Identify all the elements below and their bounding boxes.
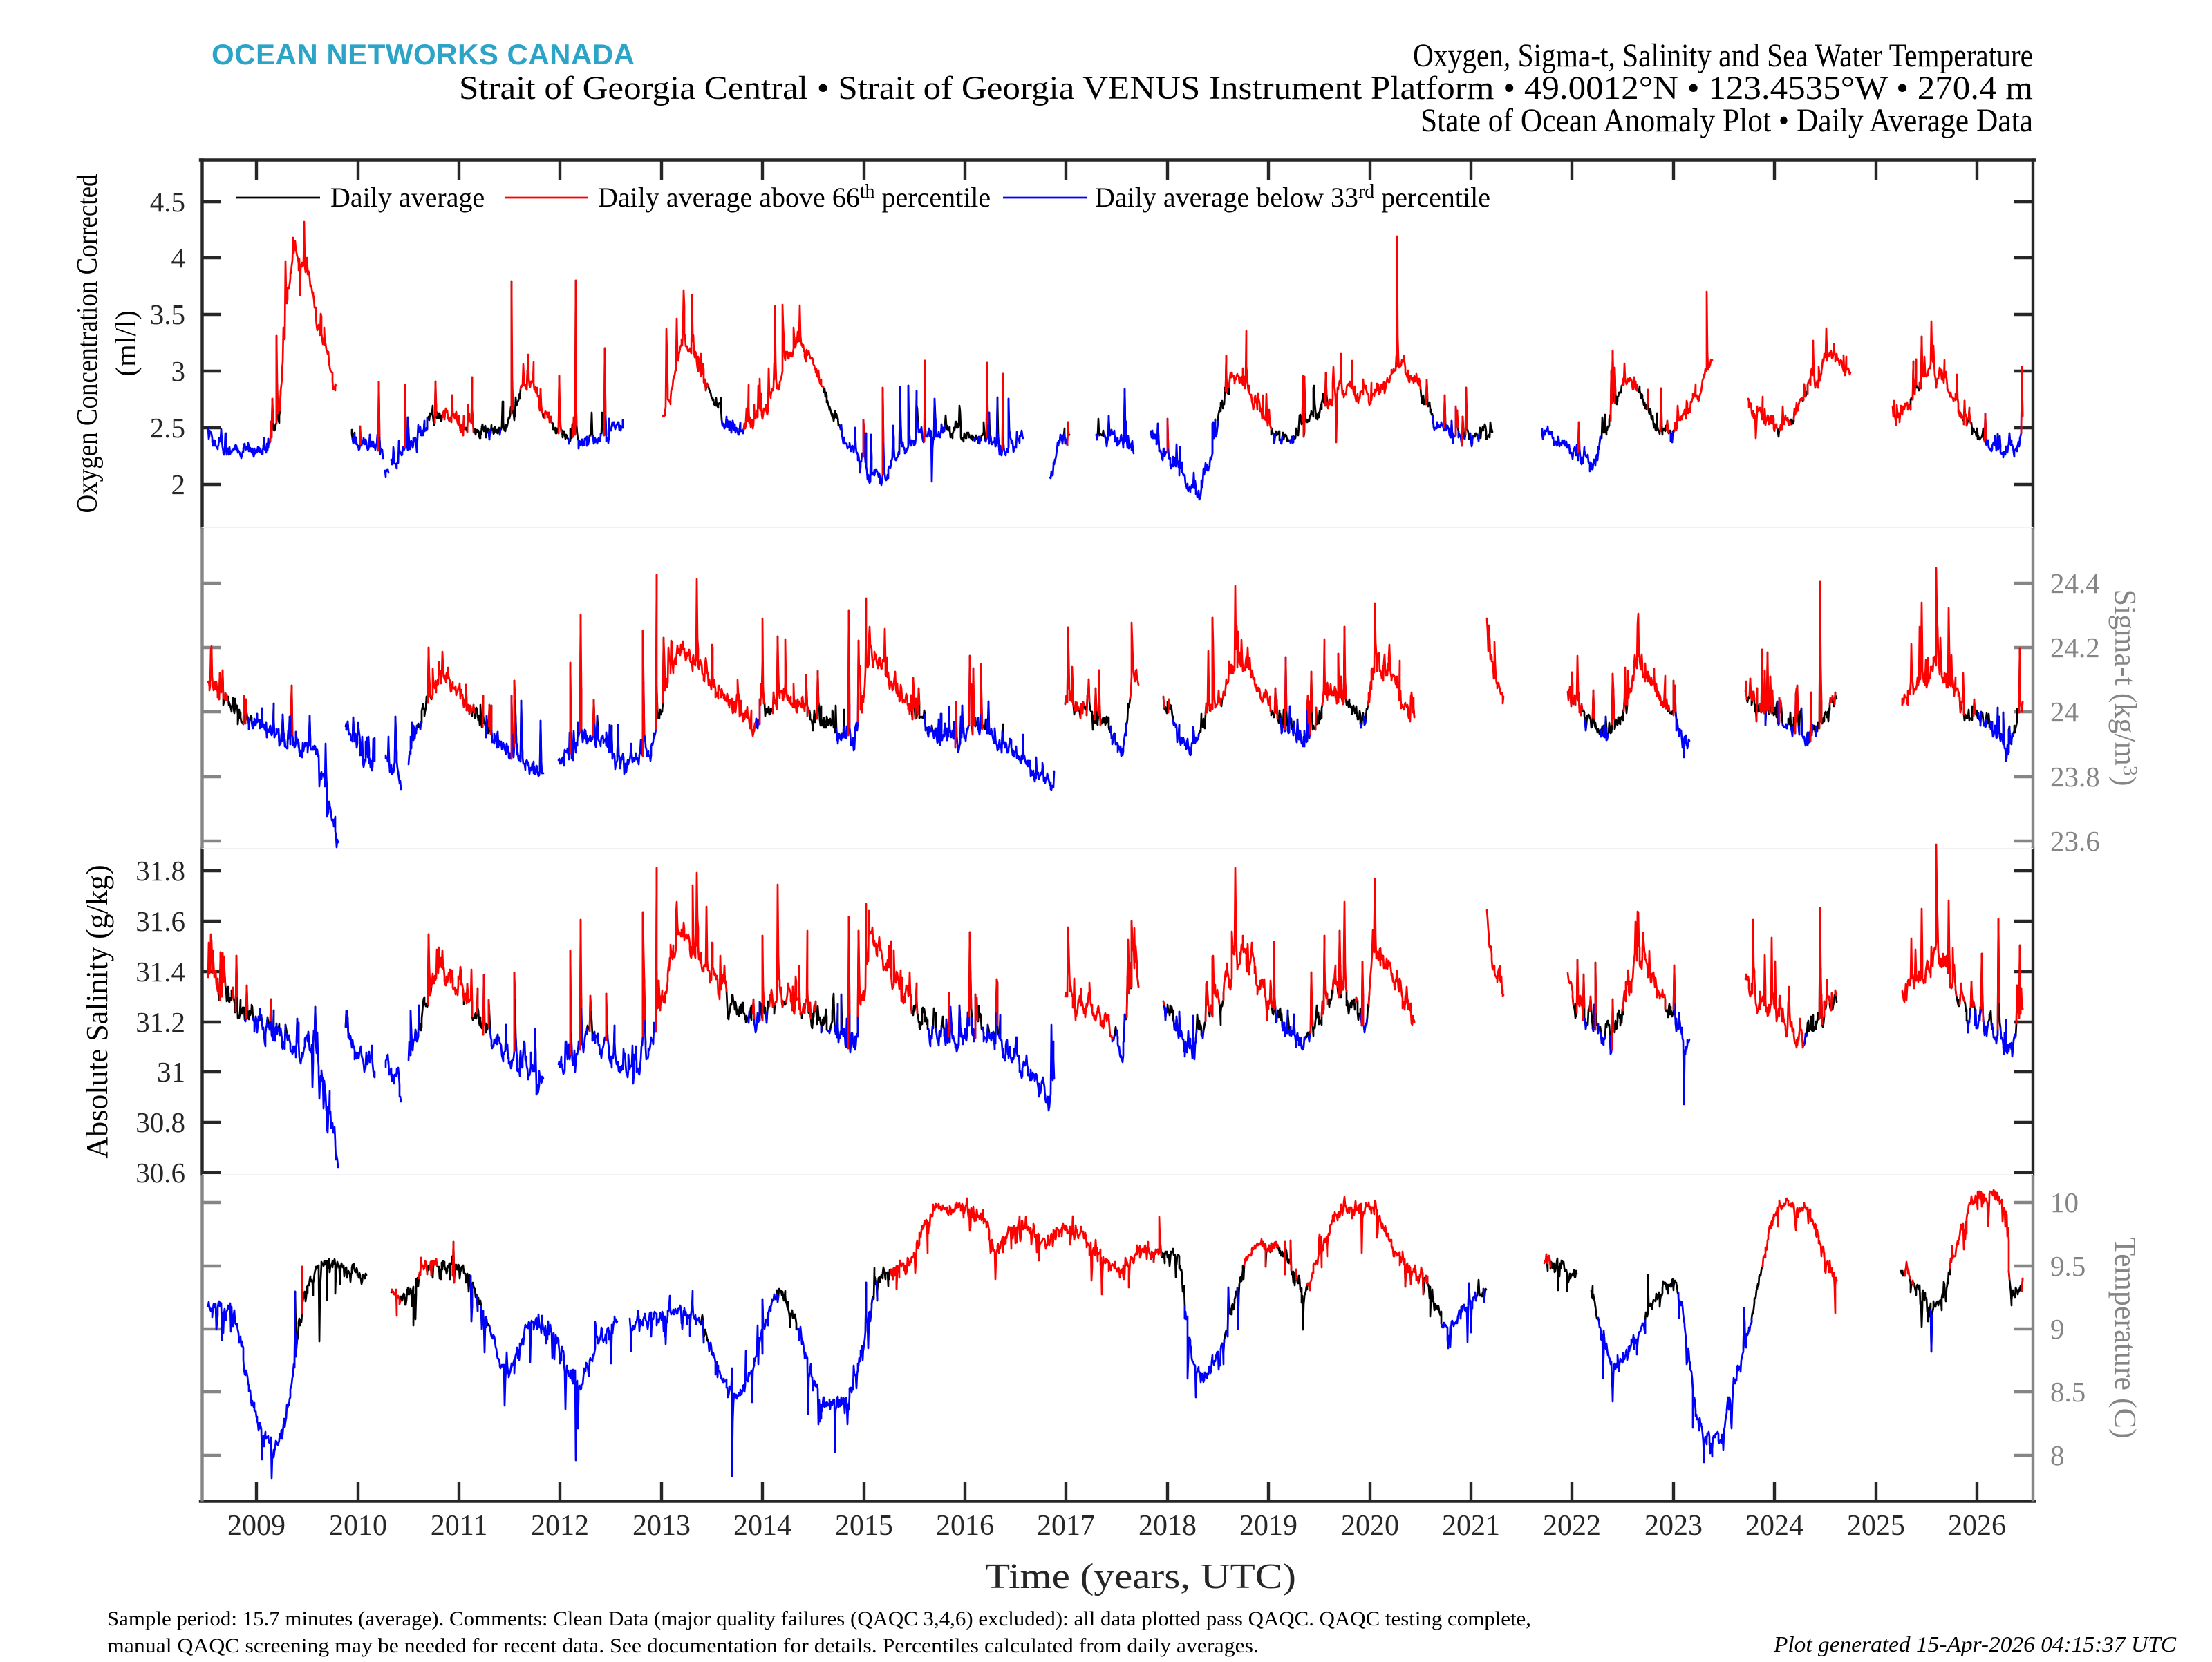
- svg-text:2018: 2018: [1138, 1510, 1197, 1542]
- svg-text:9.5: 9.5: [2050, 1250, 2086, 1282]
- svg-text:Daily average above 66th perce: Daily average above 66th percentile: [598, 181, 991, 213]
- svg-text:2016: 2016: [936, 1510, 994, 1542]
- svg-text:Daily average below 33rd perce: Daily average below 33rd percentile: [1095, 181, 1490, 213]
- svg-text:2025: 2025: [1847, 1510, 1905, 1542]
- svg-text:Daily average: Daily average: [330, 182, 485, 213]
- svg-text:2020: 2020: [1341, 1510, 1399, 1542]
- svg-text:2015: 2015: [835, 1510, 893, 1542]
- svg-text:31.6: 31.6: [135, 905, 185, 937]
- svg-text:Oxygen, Sigma-t, Salinity and: Oxygen, Sigma-t, Salinity and Sea Water …: [1413, 37, 2033, 74]
- svg-text:24.4: 24.4: [2050, 567, 2100, 599]
- svg-text:2009: 2009: [227, 1510, 285, 1542]
- svg-text:2017: 2017: [1037, 1510, 1095, 1542]
- svg-text:24.2: 24.2: [2050, 632, 2100, 663]
- svg-text:2026: 2026: [1948, 1510, 2006, 1542]
- svg-text:Sigma-t (kg/m3): Sigma-t (kg/m3): [2108, 589, 2142, 786]
- svg-text:8.5: 8.5: [2050, 1376, 2086, 1408]
- svg-text:31: 31: [157, 1056, 185, 1088]
- svg-text:2010: 2010: [329, 1510, 387, 1542]
- svg-text:9: 9: [2050, 1313, 2065, 1345]
- svg-text:2: 2: [171, 469, 186, 500]
- svg-text:2019: 2019: [1239, 1510, 1297, 1542]
- svg-text:Plot generated 15-Apr-2026 04:: Plot generated 15-Apr-2026 04:15:37 UTC: [1773, 1632, 2177, 1656]
- svg-text:30.8: 30.8: [135, 1106, 185, 1138]
- svg-text:2021: 2021: [1442, 1510, 1500, 1542]
- svg-text:manual QAQC screening may be n: manual QAQC screening may be needed for …: [107, 1634, 1259, 1657]
- svg-text:State of Ocean Anomaly Plot •: State of Ocean Anomaly Plot • Daily Aver…: [1421, 102, 2033, 139]
- svg-text:2024: 2024: [1745, 1510, 1803, 1542]
- svg-text:23.8: 23.8: [2050, 761, 2100, 793]
- svg-text:(ml/l): (ml/l): [111, 310, 142, 377]
- svg-text:2011: 2011: [431, 1510, 487, 1542]
- svg-text:23.6: 23.6: [2050, 825, 2100, 857]
- svg-text:24: 24: [2050, 696, 2079, 728]
- svg-text:2022: 2022: [1543, 1510, 1601, 1542]
- svg-text:3: 3: [171, 355, 186, 387]
- svg-text:2023: 2023: [1644, 1510, 1703, 1542]
- svg-text:10: 10: [2050, 1187, 2079, 1218]
- svg-text:Absolute Salinity (g/kg): Absolute Salinity (g/kg): [80, 865, 114, 1158]
- svg-text:31.8: 31.8: [135, 855, 185, 887]
- svg-text:31.4: 31.4: [135, 956, 185, 988]
- svg-text:Sample period: 15.7 minutes (a: Sample period: 15.7 minutes (average). C…: [107, 1607, 1531, 1630]
- svg-text:30.6: 30.6: [135, 1157, 185, 1189]
- svg-text:4.5: 4.5: [150, 186, 185, 218]
- svg-text:4: 4: [171, 242, 186, 274]
- svg-text:2014: 2014: [733, 1510, 791, 1542]
- svg-text:3.5: 3.5: [150, 299, 185, 330]
- svg-text:31.2: 31.2: [135, 1006, 185, 1038]
- svg-text:2012: 2012: [531, 1510, 589, 1542]
- svg-text:2.5: 2.5: [150, 412, 185, 444]
- svg-text:2013: 2013: [632, 1510, 691, 1542]
- svg-text:Oxygen Concentration Corrected: Oxygen Concentration Corrected: [72, 174, 104, 513]
- svg-text:OCEAN NETWORKS CANADA: OCEAN NETWORKS CANADA: [212, 38, 635, 70]
- svg-text:Time (years, UTC): Time (years, UTC): [985, 1557, 1296, 1596]
- svg-text:Temperature (C): Temperature (C): [2108, 1237, 2142, 1438]
- svg-text:Strait of Georgia Central • St: Strait of Georgia Central • Strait of Ge…: [459, 70, 2033, 106]
- svg-text:8: 8: [2050, 1439, 2065, 1471]
